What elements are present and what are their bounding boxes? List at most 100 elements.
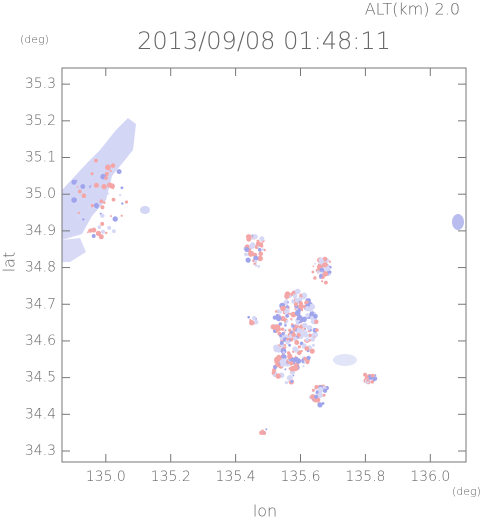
echo-speckle bbox=[265, 428, 268, 431]
echo-speckle bbox=[371, 373, 375, 378]
echo-speckle bbox=[257, 245, 260, 248]
echo-speckle bbox=[306, 355, 311, 360]
echo-speckle bbox=[285, 339, 290, 345]
echo-speckle bbox=[116, 169, 122, 175]
echo-speckle bbox=[273, 329, 277, 333]
echo-speckle bbox=[321, 280, 324, 283]
echo-speckle bbox=[253, 319, 259, 325]
echo-speckle bbox=[305, 313, 310, 318]
echo-speckle bbox=[293, 347, 299, 353]
echo-speckle bbox=[94, 158, 98, 163]
x-tick-label: 135.0 bbox=[86, 469, 126, 485]
echo-speckle bbox=[286, 375, 293, 381]
echo-speckle bbox=[284, 346, 287, 349]
echo-speckle bbox=[295, 288, 301, 295]
echo-speckle bbox=[77, 215, 81, 219]
echo-speckle bbox=[280, 305, 286, 312]
echo-speckle bbox=[252, 234, 258, 240]
echo-speckle bbox=[315, 328, 319, 332]
echo-speckle bbox=[302, 330, 304, 333]
echo bbox=[333, 354, 357, 366]
echo-speckle bbox=[290, 292, 294, 296]
echo-speckle bbox=[292, 374, 295, 377]
echo-speckle bbox=[304, 346, 310, 351]
echo-speckle bbox=[296, 327, 303, 334]
echo-speckle bbox=[285, 319, 289, 323]
echo-speckle bbox=[313, 335, 315, 337]
echo-speckle bbox=[101, 183, 107, 190]
echo-speckle bbox=[284, 291, 291, 297]
echo-speckle bbox=[294, 297, 300, 303]
echo-speckle bbox=[254, 264, 258, 267]
echo-speckle bbox=[285, 358, 287, 361]
echo bbox=[62, 238, 86, 262]
echo-speckle bbox=[296, 317, 300, 321]
echo-speckle bbox=[302, 365, 305, 368]
echo-speckle bbox=[301, 316, 307, 323]
echo-speckle bbox=[253, 323, 255, 325]
echo-speckle bbox=[100, 213, 105, 218]
echo-speckle bbox=[294, 310, 301, 316]
echo-speckle bbox=[247, 315, 250, 319]
echo-speckle bbox=[100, 221, 105, 226]
echo-speckle bbox=[310, 394, 316, 400]
x-axis-label: lon bbox=[253, 502, 277, 521]
echo-speckle bbox=[322, 388, 328, 393]
echo-speckle bbox=[313, 332, 319, 338]
echo-speckle bbox=[314, 262, 316, 265]
echo-speckle bbox=[324, 280, 328, 285]
echo-speckle bbox=[77, 189, 82, 194]
echo-speckle bbox=[313, 311, 317, 315]
x-unit: (deg) bbox=[452, 485, 481, 498]
echo-speckle bbox=[91, 234, 96, 238]
echo-speckle bbox=[96, 187, 100, 191]
y-tick-label: 34.8 bbox=[25, 260, 56, 276]
echo-speckle bbox=[257, 248, 262, 252]
echo-speckle bbox=[71, 179, 77, 185]
echo-speckle bbox=[279, 341, 284, 345]
echo-speckle bbox=[246, 236, 252, 242]
echo-speckle bbox=[319, 273, 323, 278]
echo-speckle bbox=[291, 324, 295, 328]
echo-speckle bbox=[308, 339, 312, 342]
echo-speckle bbox=[281, 332, 285, 336]
echo-speckle bbox=[93, 182, 99, 188]
echo-speckle bbox=[99, 199, 104, 204]
echo-speckle bbox=[291, 357, 296, 362]
y-tick-label: 34.4 bbox=[25, 406, 56, 422]
echo-speckle bbox=[91, 227, 97, 233]
echo-speckle bbox=[300, 308, 304, 312]
echo-speckle bbox=[271, 371, 276, 375]
y-tick-label: 34.9 bbox=[25, 223, 56, 239]
echo bbox=[140, 206, 150, 214]
echo-speckle bbox=[297, 345, 301, 349]
echo-speckle bbox=[292, 327, 296, 331]
echoes bbox=[62, 118, 464, 436]
echo-speckle bbox=[109, 183, 115, 189]
echo-speckle bbox=[250, 242, 256, 248]
echo bbox=[62, 118, 136, 240]
echo-speckle bbox=[317, 386, 324, 393]
echo-speckle bbox=[280, 315, 286, 322]
echo-speckle bbox=[278, 322, 283, 326]
chart-title: 2013/09/08 01:48:11 bbox=[137, 27, 391, 55]
echo-speckle bbox=[293, 366, 299, 371]
echo-speckle bbox=[298, 301, 304, 306]
echo-speckle bbox=[110, 163, 116, 168]
echo-speckle bbox=[293, 336, 298, 341]
echo-speckle bbox=[275, 373, 281, 379]
echo-speckle bbox=[366, 379, 369, 382]
echo-speckle bbox=[320, 271, 324, 275]
echo-speckle bbox=[274, 356, 280, 363]
echo-speckle bbox=[283, 299, 289, 306]
echo-speckle bbox=[283, 344, 287, 347]
echo-speckle bbox=[310, 337, 316, 342]
echo-speckle bbox=[100, 229, 106, 234]
echo-speckle bbox=[253, 255, 259, 261]
echo-speckle bbox=[313, 276, 317, 280]
echo-speckle bbox=[272, 315, 277, 320]
echo-speckle bbox=[284, 381, 288, 385]
altitude: ALT(km) 2.0 bbox=[365, 0, 460, 19]
echo-speckle bbox=[305, 337, 309, 342]
